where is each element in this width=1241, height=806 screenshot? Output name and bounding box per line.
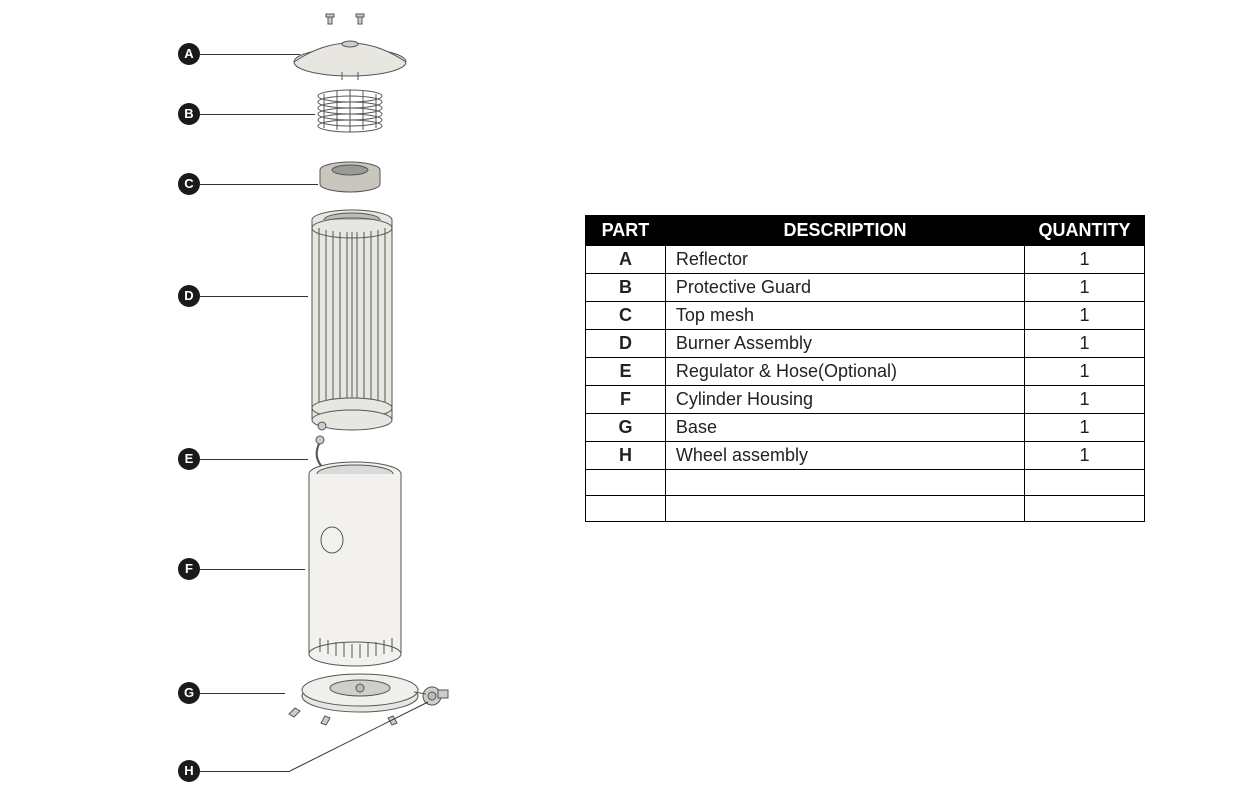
reflector-part [290, 30, 410, 80]
cell-part [586, 470, 666, 496]
table-row: HWheel assembly1 [586, 442, 1145, 470]
cell-description [665, 470, 1024, 496]
label-badge-E: E [178, 448, 200, 470]
cell-quantity: 1 [1025, 330, 1145, 358]
cell-quantity: 1 [1025, 358, 1145, 386]
label-badge-C: C [178, 173, 200, 195]
table-header-row: PART DESCRIPTION QUANTITY [586, 216, 1145, 246]
cell-part: C [586, 302, 666, 330]
label-letter: B [184, 106, 193, 121]
leader-F [200, 569, 305, 570]
leader-C [200, 184, 318, 185]
cell-part: G [586, 414, 666, 442]
label-letter: C [184, 176, 193, 191]
leader-H-1 [200, 771, 290, 772]
cell-part: F [586, 386, 666, 414]
label-letter: H [184, 763, 193, 778]
cell-part: D [586, 330, 666, 358]
parts-table: PART DESCRIPTION QUANTITY AReflector1BPr… [585, 215, 1145, 522]
cell-quantity [1025, 470, 1145, 496]
table-row-empty [586, 496, 1145, 522]
cell-description: Regulator & Hose(Optional) [665, 358, 1024, 386]
cell-description: Base [665, 414, 1024, 442]
cell-quantity: 1 [1025, 302, 1145, 330]
col-part: PART [586, 216, 666, 246]
cell-part [586, 496, 666, 522]
parts-table-body: AReflector1BProtective Guard1CTop mesh1D… [586, 246, 1145, 522]
cell-part: E [586, 358, 666, 386]
leader-H-2 [288, 698, 438, 778]
cell-quantity: 1 [1025, 274, 1145, 302]
cell-part: B [586, 274, 666, 302]
leader-D [200, 296, 308, 297]
cell-part: H [586, 442, 666, 470]
table-row: CTop mesh1 [586, 302, 1145, 330]
cell-description: Reflector [665, 246, 1024, 274]
top-screws-icon [320, 10, 380, 28]
label-badge-H: H [178, 760, 200, 782]
cell-quantity: 1 [1025, 442, 1145, 470]
cell-quantity [1025, 496, 1145, 522]
label-badge-A: A [178, 43, 200, 65]
cell-description [665, 496, 1024, 522]
label-badge-B: B [178, 103, 200, 125]
cell-description: Wheel assembly [665, 442, 1024, 470]
label-letter: A [184, 46, 193, 61]
leader-E [200, 459, 308, 460]
table-row: GBase1 [586, 414, 1145, 442]
cell-description: Burner Assembly [665, 330, 1024, 358]
label-letter: F [185, 561, 193, 576]
label-letter: D [184, 288, 193, 303]
leader-A [200, 54, 300, 55]
label-letter: E [185, 451, 194, 466]
label-badge-D: D [178, 285, 200, 307]
col-quantity: QUANTITY [1025, 216, 1145, 246]
label-letter: G [184, 685, 194, 700]
burner-assembly-part [305, 208, 399, 436]
cell-description: Cylinder Housing [665, 386, 1024, 414]
cell-description: Top mesh [665, 302, 1024, 330]
table-row: AReflector1 [586, 246, 1145, 274]
label-badge-G: G [178, 682, 200, 704]
cell-quantity: 1 [1025, 414, 1145, 442]
cylinder-housing-part [302, 460, 408, 670]
table-row: FCylinder Housing1 [586, 386, 1145, 414]
cell-part: A [586, 246, 666, 274]
leader-G [200, 693, 285, 694]
table-row-empty [586, 470, 1145, 496]
table-row: DBurner Assembly1 [586, 330, 1145, 358]
table-row: BProtective Guard1 [586, 274, 1145, 302]
cell-quantity: 1 [1025, 386, 1145, 414]
cell-quantity: 1 [1025, 246, 1145, 274]
top-mesh-part [315, 160, 385, 196]
cell-description: Protective Guard [665, 274, 1024, 302]
exploded-diagram: A B C D E F G H [160, 10, 460, 800]
leader-B [200, 114, 315, 115]
table-row: ERegulator & Hose(Optional)1 [586, 358, 1145, 386]
label-badge-F: F [178, 558, 200, 580]
col-description: DESCRIPTION [665, 216, 1024, 246]
protective-guard-part [312, 88, 388, 138]
